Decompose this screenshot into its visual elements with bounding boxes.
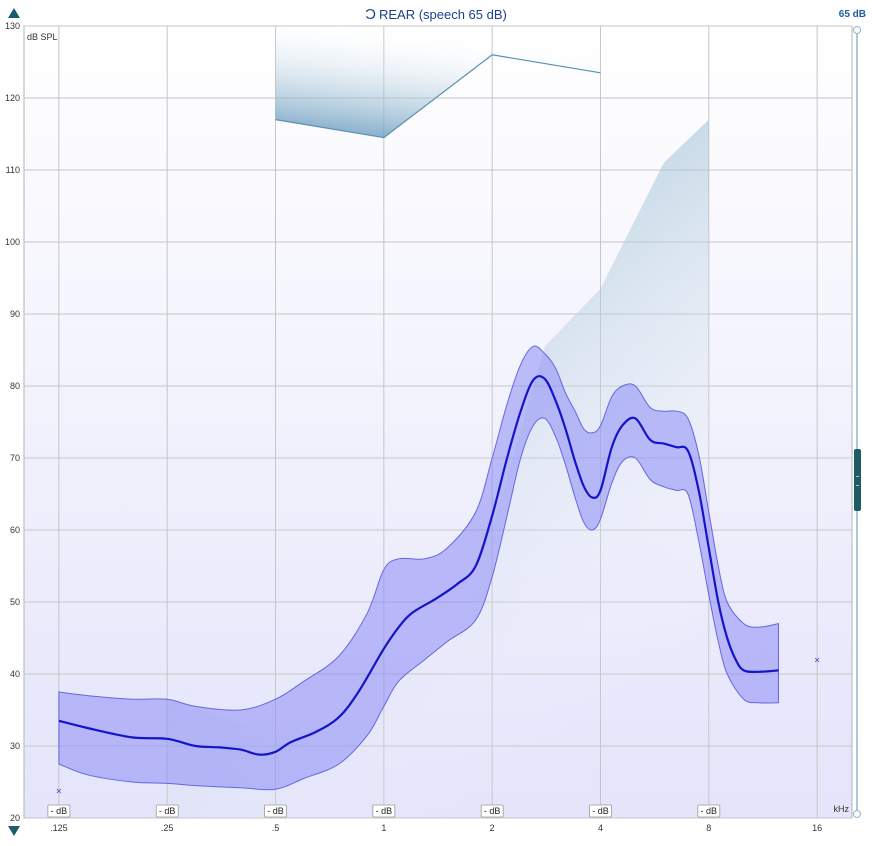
x-tick-label: 8 <box>706 823 711 833</box>
y-tick-label: 30 <box>10 741 20 751</box>
db-marker-button[interactable]: - dB <box>372 804 396 818</box>
input-level-readout: 65 dB <box>838 9 866 20</box>
db-marker-label: - dB <box>701 806 718 816</box>
x-tick-label: .25 <box>161 823 174 833</box>
db-marker-label: - dB <box>159 806 176 816</box>
level-slider-thumb[interactable] <box>854 449 861 511</box>
x-tick-label: 1 <box>381 823 386 833</box>
chart-header: Ɔ REAR (speech 65 dB) 65 dB <box>0 0 872 28</box>
db-marker-label: - dB <box>51 806 68 816</box>
response-curve-line <box>58 375 779 756</box>
cross-marker-icon: × <box>814 656 821 665</box>
y-tick-label: 120 <box>5 93 20 103</box>
y-tick-label: 110 <box>6 165 20 175</box>
triangle-up-icon[interactable] <box>8 8 20 18</box>
y-tick-label: 70 <box>10 453 20 463</box>
db-marker-label: - dB <box>592 806 609 816</box>
db-marker-button[interactable]: - dB <box>155 804 179 818</box>
y-tick-label: 90 <box>10 309 20 319</box>
y-tick-label: 130 <box>5 21 20 31</box>
db-marker-label: - dB <box>267 806 284 816</box>
x-tick-label: 2 <box>490 823 495 833</box>
target-regions <box>167 26 709 819</box>
db-marker-label: - dB <box>376 806 393 816</box>
ear-icon: Ɔ <box>365 6 376 23</box>
x-tick-label: .5 <box>272 823 280 833</box>
y-tick-label: 20 <box>10 813 20 823</box>
lower-target-region <box>167 119 709 819</box>
y-tick-label: 50 <box>10 597 20 607</box>
db-marker-button[interactable]: - dB <box>480 804 504 818</box>
y-tick-label: 100 <box>5 237 20 247</box>
x-tick-label: 4 <box>598 823 603 833</box>
chart-title: REAR (speech 65 dB) <box>378 7 507 22</box>
response-curve <box>58 375 779 756</box>
level-slider-track[interactable] <box>856 28 858 814</box>
upper-target-edge <box>275 54 601 139</box>
x-axis-label: kHz <box>834 804 850 814</box>
y-tick-label: 80 <box>10 381 20 391</box>
chart-title-row: Ɔ REAR (speech 65 dB) <box>0 6 872 23</box>
axis-labels: dB SPL kHz 20 30 40 50 60 70 80 90 100 110 120 130.… <box>5 21 850 833</box>
response-band-area <box>58 345 779 791</box>
slider-bottom-cap <box>853 810 861 818</box>
slider-top-cap <box>853 26 861 34</box>
cross-marker-icon: × <box>56 787 63 796</box>
x-tick-label: .125 <box>50 823 68 833</box>
markers: ×× <box>56 656 821 796</box>
y-tick-label: 40 <box>10 669 20 679</box>
db-marker-button[interactable]: - dB <box>697 804 721 818</box>
db-marker-button[interactable]: - dB <box>47 804 71 818</box>
upper-target-region <box>275 26 601 138</box>
db-marker-button[interactable]: - dB <box>264 804 287 818</box>
db-marker-label: - dB <box>484 806 501 816</box>
x-tick-label: 16 <box>812 823 822 833</box>
response-band <box>58 345 779 791</box>
y-tick-label: 60 <box>10 525 20 535</box>
triangle-down-icon[interactable] <box>8 826 20 836</box>
db-marker-button[interactable]: - dB <box>589 804 612 818</box>
y-axis-label: dB SPL <box>27 32 58 42</box>
